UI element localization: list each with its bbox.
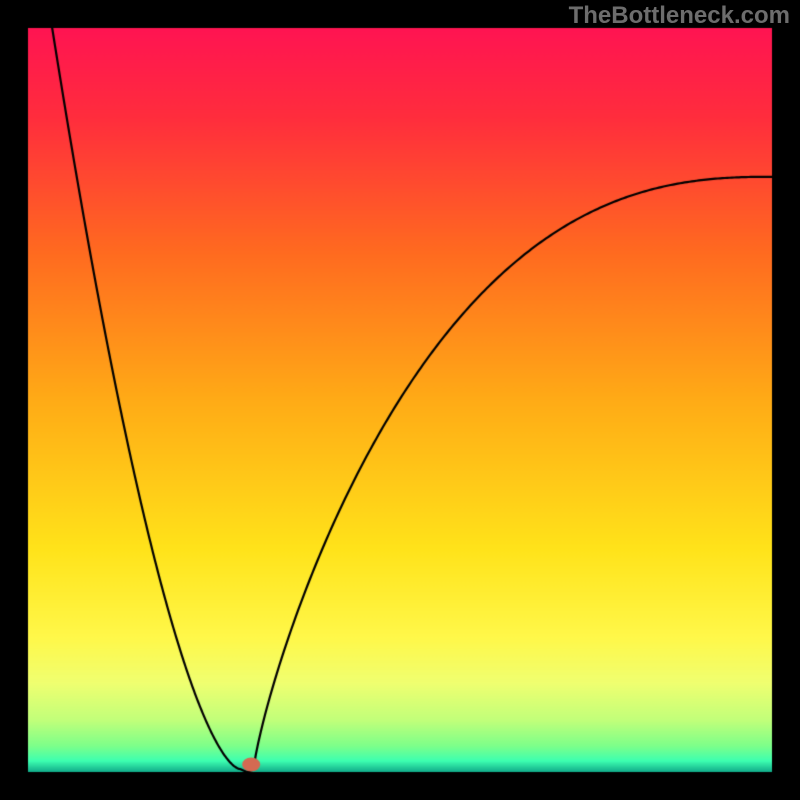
watermark-text: TheBottleneck.com — [569, 2, 790, 30]
bottleneck-chart-canvas — [0, 0, 800, 800]
chart-stage: TheBottleneck.com — [0, 0, 800, 800]
